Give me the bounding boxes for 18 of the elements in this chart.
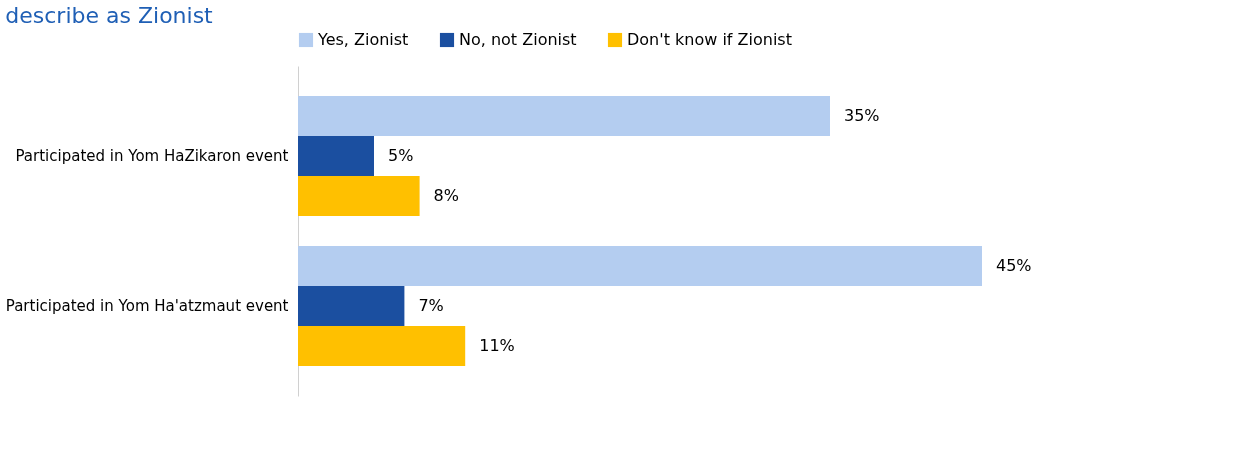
bar <box>298 246 982 286</box>
text: describe as Zionist <box>5 3 214 28</box>
y-tick-label: Participated in Yom Ha'atzmaut event <box>5 297 289 315</box>
legend-label: No, not Zionist <box>459 30 577 49</box>
legend-label: Yes, Zionist <box>317 30 409 49</box>
data-label: 8% <box>433 186 459 205</box>
data-label: 5% <box>388 146 414 165</box>
bar <box>298 136 374 176</box>
data-label: 11% <box>479 336 515 355</box>
legend-label: Don't know if Zionist <box>627 30 792 49</box>
data-label: 45% <box>996 256 1032 275</box>
data-label: 35% <box>844 106 880 125</box>
y-tick-label: Participated in Yom HaZikaron event <box>15 147 289 165</box>
bar <box>298 96 830 136</box>
bar <box>298 326 466 366</box>
data-label: 7% <box>418 296 444 315</box>
bar <box>298 176 420 216</box>
bar <box>298 286 405 326</box>
